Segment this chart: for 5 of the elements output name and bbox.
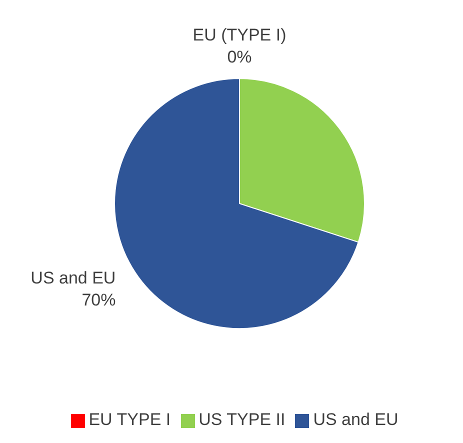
legend-label: US and EU — [313, 410, 398, 429]
data-label: US and EU 70% — [30, 268, 116, 310]
legend-label: US TYPE II — [198, 410, 286, 429]
text: EU (TYPE I) 0% — [192, 26, 286, 67]
legend-label: EU TYPE I — [88, 410, 171, 429]
